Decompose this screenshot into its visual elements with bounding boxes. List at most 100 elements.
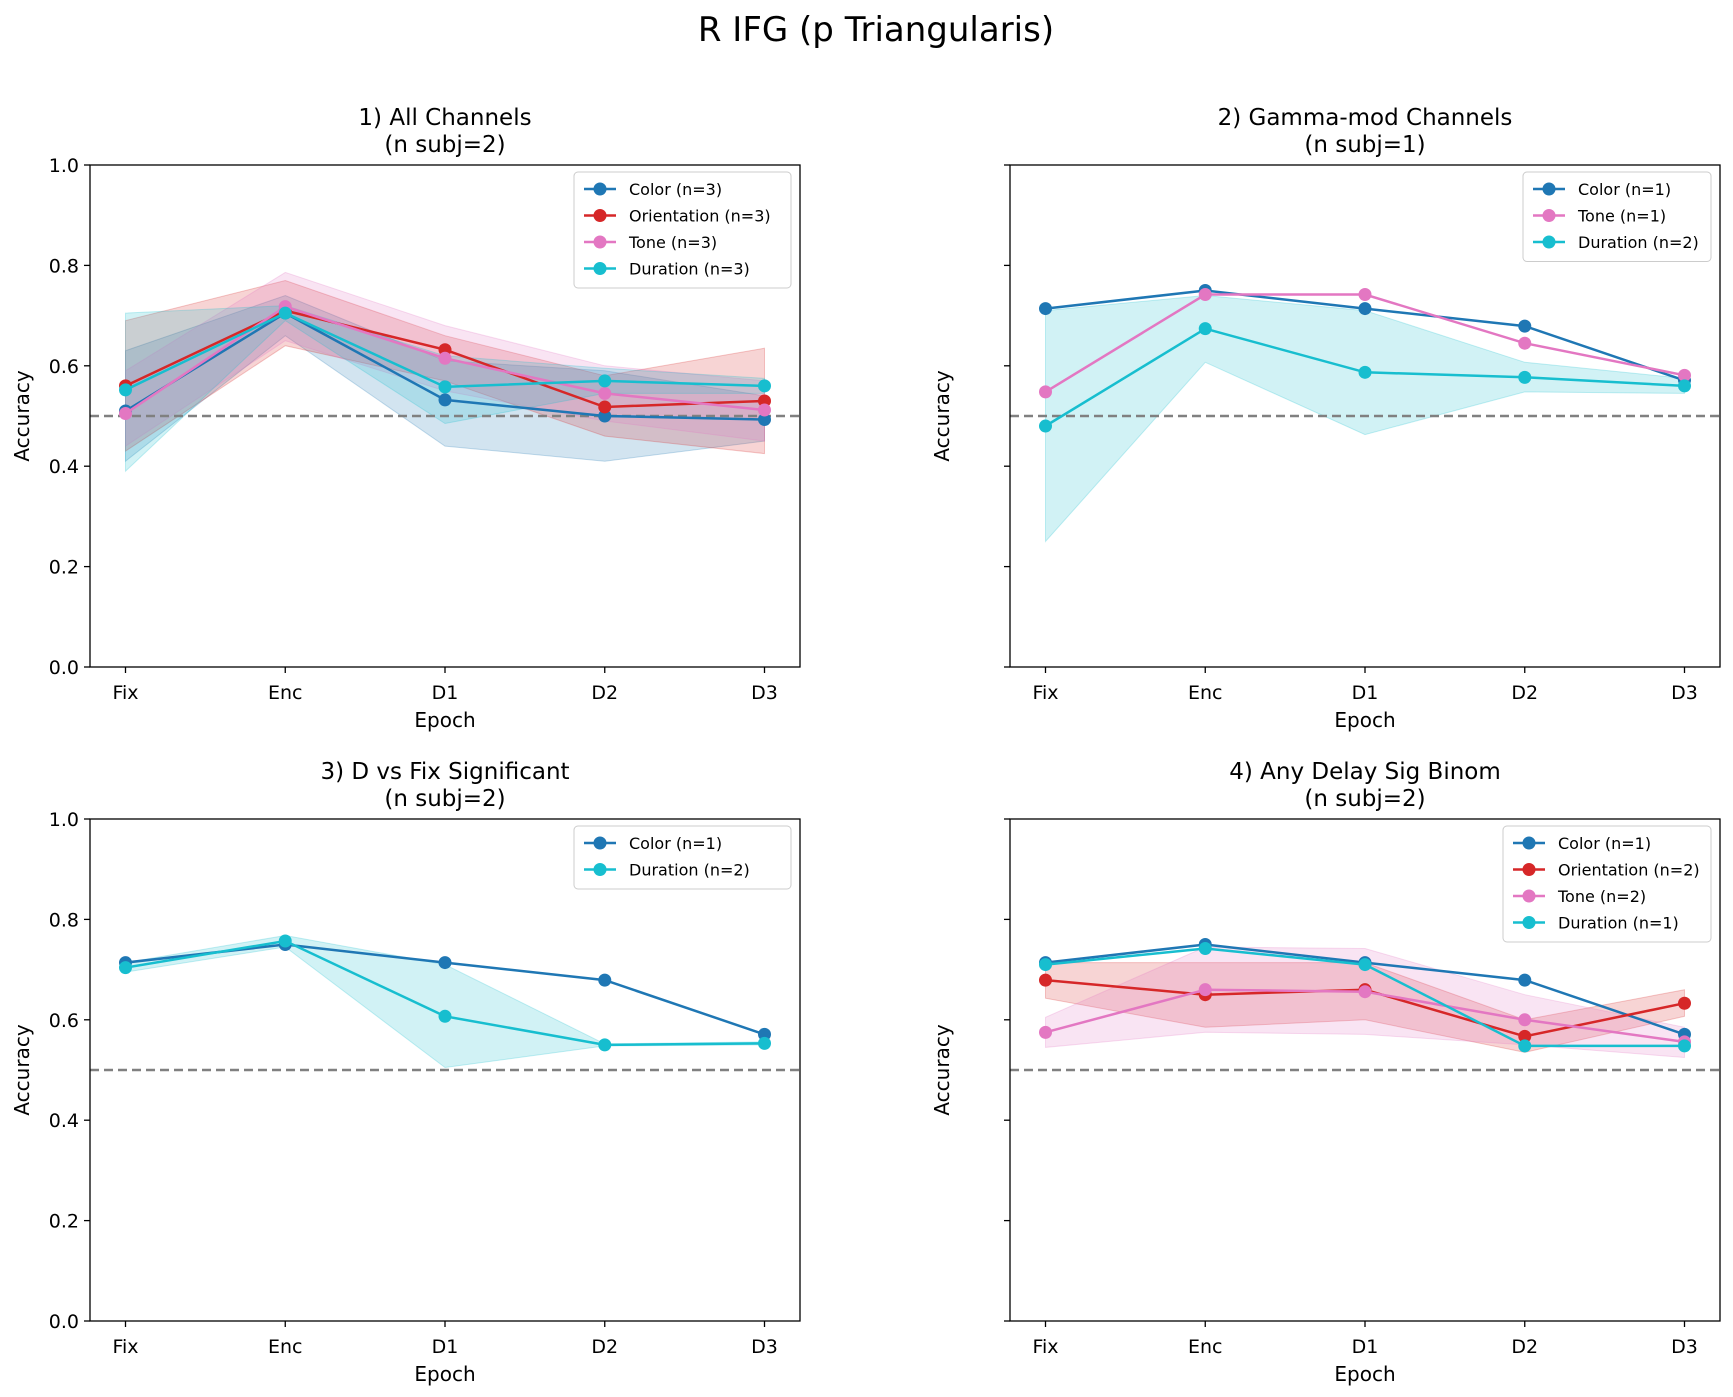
- y-tick-label: 0.4: [49, 456, 79, 478]
- data-point: [598, 374, 612, 388]
- legend-marker: [1542, 182, 1556, 196]
- data-point: [1198, 942, 1212, 956]
- data-point: [1518, 973, 1532, 987]
- data-point: [1198, 288, 1212, 302]
- x-axis-label: Epoch: [1334, 1362, 1395, 1386]
- legend-label: Duration (n=1): [1558, 914, 1679, 933]
- legend-marker: [593, 235, 607, 249]
- x-tick-label: D2: [591, 682, 618, 704]
- y-tick-label: 0.2: [49, 557, 79, 579]
- band-3: [1045, 294, 1685, 543]
- data-point: [1358, 958, 1372, 972]
- data-point: [1198, 322, 1212, 336]
- legend-label: Color (n=1): [1558, 834, 1651, 853]
- legend-label: Color (n=1): [629, 834, 722, 853]
- data-point: [598, 973, 612, 987]
- panel-subtitle: (n subj=1): [1304, 132, 1425, 158]
- data-point: [598, 1038, 612, 1052]
- legend: Color (n=1) Tone (n=1) Duration (n=2): [1522, 171, 1712, 262]
- legend-label: Duration (n=2): [1578, 233, 1699, 252]
- x-axis-label: Epoch: [414, 1362, 475, 1386]
- legend-label: Color (n=1): [1578, 180, 1671, 199]
- data-point: [598, 409, 612, 423]
- y-tick-label: 1.0: [49, 809, 79, 831]
- x-tick-label: Enc: [1188, 1336, 1223, 1358]
- legend-marker: [593, 836, 607, 850]
- x-tick-label: Enc: [268, 1336, 303, 1358]
- legend-marker: [1522, 836, 1536, 850]
- data-point: [1358, 302, 1372, 316]
- y-axis-label: Accuracy: [10, 1024, 34, 1115]
- y-tick-label: 0.6: [49, 1010, 79, 1032]
- data-point: [1678, 1039, 1691, 1053]
- figure-title: R IFG (p Triangularis): [698, 10, 1054, 50]
- x-axis-label: Epoch: [1334, 708, 1395, 732]
- panel-title: 3) D vs Fix Significant: [320, 759, 569, 785]
- panel-title: 4) Any Delay Sig Binom: [1229, 759, 1501, 785]
- y-tick-label: 0.6: [49, 356, 79, 378]
- x-tick-label: D1: [1352, 682, 1379, 704]
- y-axis-label: Accuracy: [930, 370, 954, 461]
- legend-box: [573, 171, 792, 289]
- data-point: [1039, 302, 1052, 316]
- chart-panel-1: 0.0 0.2 0.4 0.6 0.8 1.0 Fix Enc D1 D2 D3 Epoch Accur…: [10, 105, 801, 732]
- data-point: [758, 403, 771, 417]
- legend-marker: [1542, 235, 1556, 249]
- legend: Color (n=1) Duration (n=2): [573, 825, 792, 890]
- data-point: [1678, 368, 1691, 382]
- legend-box: [1522, 171, 1712, 262]
- y-tick-label: 0.2: [49, 1211, 79, 1233]
- x-tick-label: Fix: [1032, 1336, 1058, 1358]
- data-point: [1518, 319, 1532, 333]
- x-tick-label: D1: [1352, 1336, 1379, 1358]
- panel-subtitle: (n subj=2): [1304, 786, 1425, 812]
- x-tick-label: D3: [751, 1336, 778, 1358]
- x-tick-label: D2: [1511, 682, 1538, 704]
- x-tick-label: D2: [591, 1336, 618, 1358]
- data-point: [758, 1036, 771, 1050]
- data-point: [438, 393, 452, 407]
- x-tick-label: D3: [751, 682, 778, 704]
- legend-marker: [593, 863, 607, 876]
- legend-marker: [1522, 916, 1536, 929]
- legend-label: Duration (n=3): [629, 260, 750, 279]
- legend: Color (n=3) Orientation (n=3) Tone (n=3) Du…: [573, 171, 792, 289]
- x-tick-label: Fix: [112, 682, 138, 704]
- data-point: [598, 400, 612, 414]
- panel-subtitle: (n subj=2): [384, 786, 505, 812]
- panel-subtitle: (n subj=2): [384, 132, 505, 158]
- data-point: [119, 961, 132, 975]
- data-point: [1039, 958, 1052, 972]
- data-point: [758, 379, 771, 393]
- chart-panel-3: 0.0 0.2 0.4 0.6 0.8 1.0 Fix Enc D1 D2 D3 Epoch Accur…: [10, 759, 801, 1386]
- data-point: [119, 406, 132, 420]
- x-tick-label: Enc: [268, 682, 303, 704]
- data-point: [758, 1027, 771, 1041]
- data-point: [1039, 385, 1052, 399]
- data-point: [1039, 419, 1052, 433]
- data-point: [1518, 370, 1532, 384]
- data-point: [119, 383, 132, 397]
- chart-panel-4: Fix Enc D1 D2 D3 Epoch Accuracy 4) Any Delay Si…: [930, 759, 1721, 1386]
- legend-marker: [1522, 889, 1536, 903]
- data-point: [438, 351, 452, 365]
- data-point: [1358, 288, 1372, 302]
- legend-label: Orientation (n=3): [629, 207, 771, 226]
- data-point: [1358, 985, 1372, 999]
- data-point: [1039, 973, 1052, 987]
- y-tick-label: 1.0: [49, 155, 79, 177]
- y-tick-label: 0.0: [49, 1311, 79, 1333]
- data-point: [1039, 1025, 1052, 1039]
- x-tick-label: Fix: [112, 1336, 138, 1358]
- x-tick-label: Fix: [1032, 682, 1058, 704]
- y-tick-label: 0.8: [49, 909, 79, 931]
- data-point: [1518, 1039, 1532, 1053]
- panel-title: 1) All Channels: [358, 105, 531, 131]
- y-tick-label: 0.4: [49, 1110, 79, 1132]
- data-point: [1518, 1029, 1532, 1043]
- legend-marker: [593, 209, 607, 222]
- data-point: [1518, 1013, 1532, 1027]
- legend-box: [573, 825, 792, 890]
- data-point: [1198, 983, 1212, 997]
